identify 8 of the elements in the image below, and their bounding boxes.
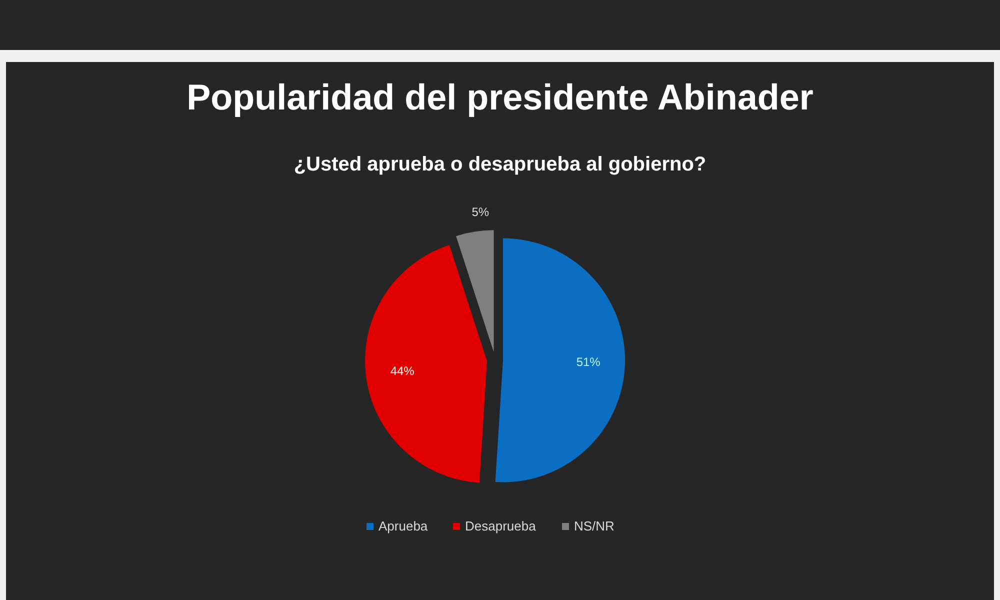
chart-title: Popularidad del presidente Abinader bbox=[186, 76, 814, 118]
data-label: 5% bbox=[472, 205, 490, 220]
chart-subtitle: ¿Usted aprueba o desaprueba al gobierno? bbox=[294, 153, 706, 176]
data-label: 44% bbox=[390, 364, 415, 378]
data-label: 51% bbox=[576, 355, 601, 370]
legend-label: Aprueba bbox=[378, 518, 428, 534]
legend-label: Desaprueba bbox=[465, 518, 537, 534]
legend-label: NS/NR bbox=[574, 518, 614, 534]
